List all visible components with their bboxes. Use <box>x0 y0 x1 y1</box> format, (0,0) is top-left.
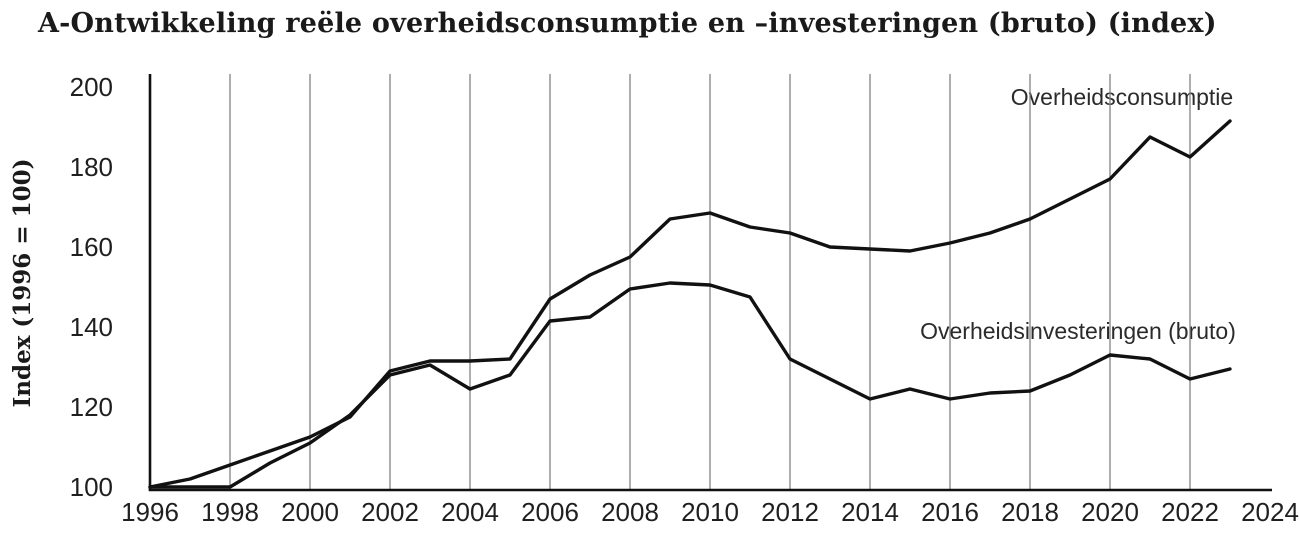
y-tick-label-180: 180 <box>70 152 113 182</box>
series-line-1 <box>148 281 1232 489</box>
x-tick-label-2006: 2006 <box>521 497 579 527</box>
series-line-0 <box>148 119 1232 489</box>
x-tick-label-2018: 2018 <box>1001 497 1059 527</box>
y-tick-label-120: 120 <box>70 392 113 422</box>
y-tick-label-140: 140 <box>70 312 113 342</box>
series-label-overheidsconsumptie: Overheidsconsumptie <box>1010 84 1234 110</box>
series-label-overheidsinvesteringen: Overheidsinvesteringen (bruto) <box>920 318 1236 344</box>
x-tick-label-2014: 2014 <box>841 497 899 527</box>
x-tick-label-2016: 2016 <box>921 497 979 527</box>
y-tick-label-200: 200 <box>70 72 113 102</box>
x-tick-label-2000: 2000 <box>281 497 339 527</box>
x-tick-label-2002: 2002 <box>361 497 419 527</box>
x-tick-label-2010: 2010 <box>681 497 739 527</box>
x-tick-label-2008: 2008 <box>601 497 659 527</box>
x-tick-label-2022: 2022 <box>1161 497 1219 527</box>
x-tick-label-2024: 2024 <box>1241 497 1299 527</box>
chart-title: A-Ontwikkeling reële overheidsconsumptie… <box>38 8 1217 39</box>
y-tick-label-160: 160 <box>70 232 113 262</box>
y-tick-label-100: 100 <box>70 472 113 502</box>
x-tick-label-1998: 1998 <box>201 497 259 527</box>
x-tick-label-1996: 1996 <box>121 497 179 527</box>
x-tick-label-2020: 2020 <box>1081 497 1139 527</box>
x-tick-label-2012: 2012 <box>761 497 819 527</box>
x-tick-label-2004: 2004 <box>441 497 499 527</box>
